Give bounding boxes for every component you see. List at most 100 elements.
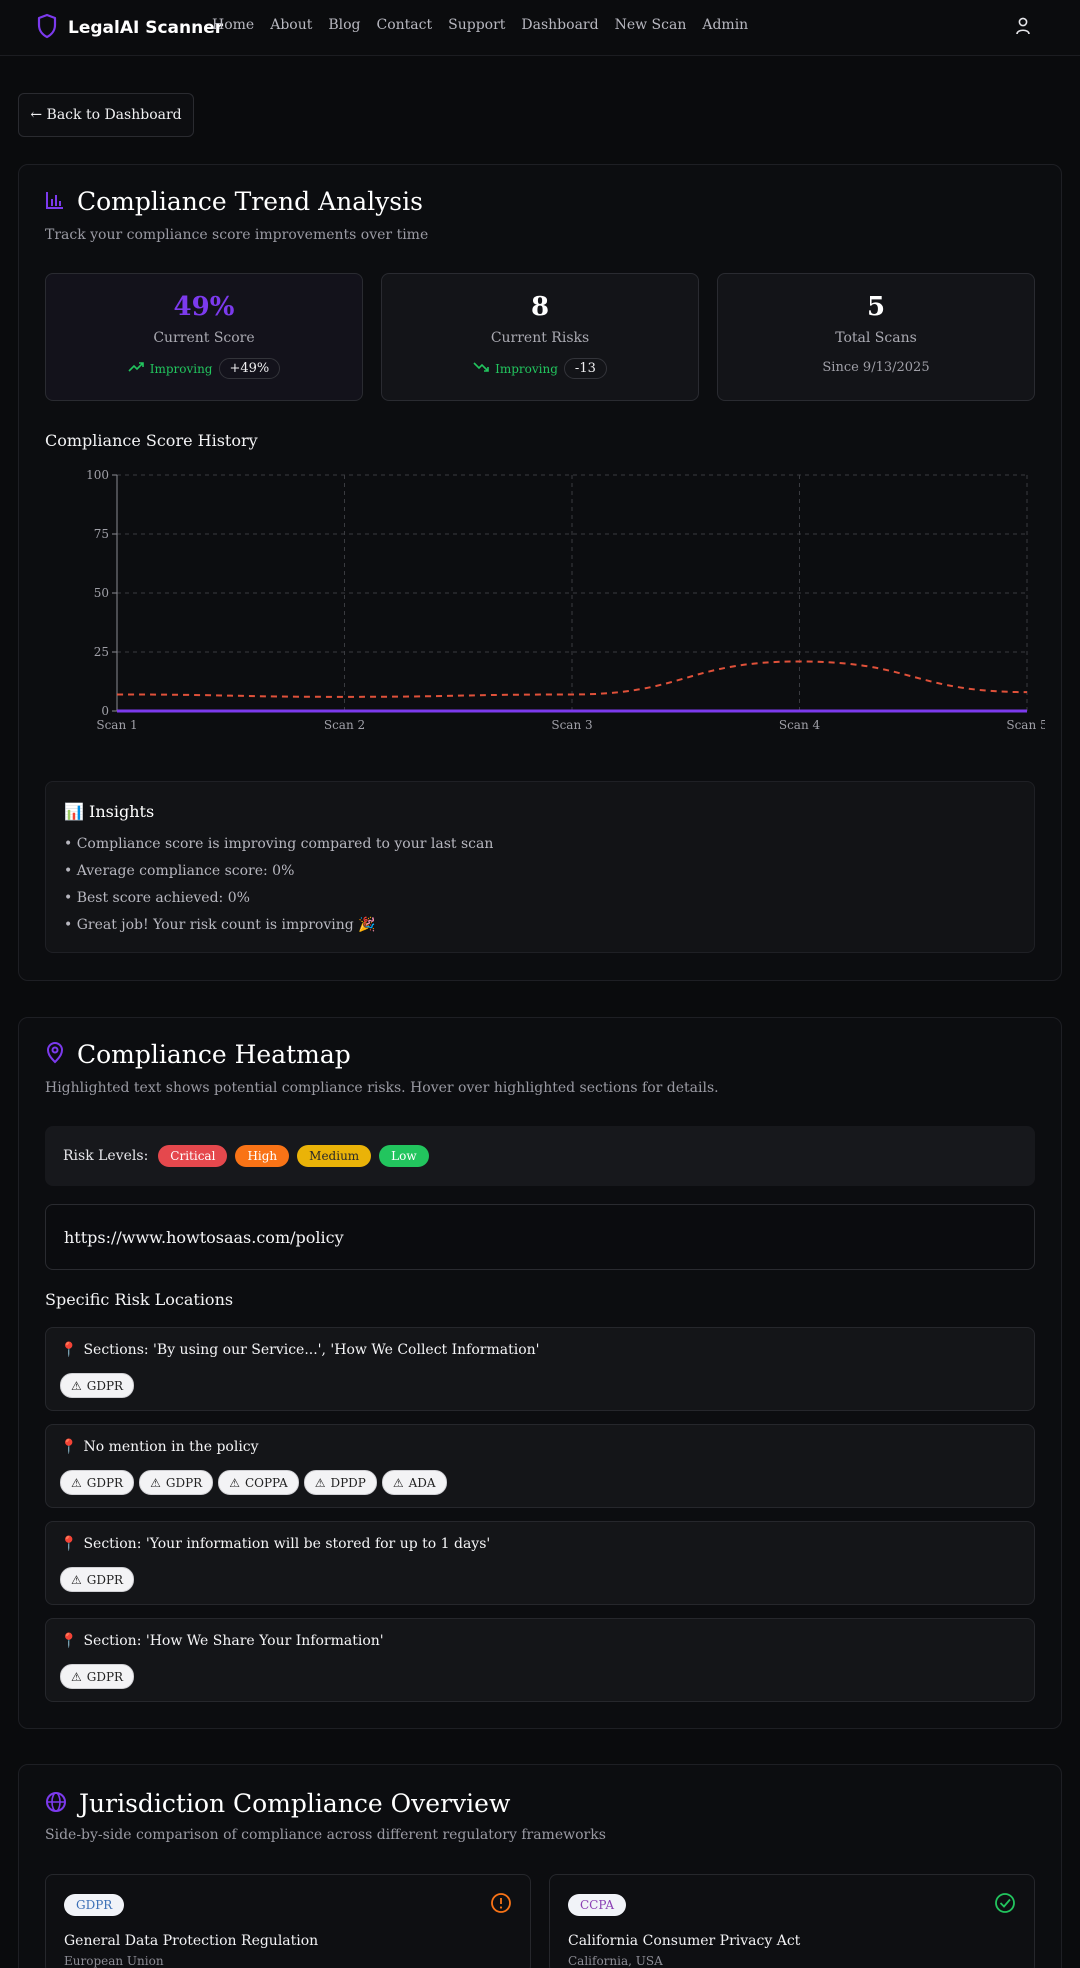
insight-item: • Compliance score is improving compared… — [64, 836, 494, 852]
regulation-tag[interactable]: ⚠ GDPR — [60, 1470, 135, 1495]
score-delta-badge: +49% — [218, 358, 281, 379]
risks-delta-badge: -13 — [563, 358, 607, 379]
nav-link-new-scan[interactable]: New Scan — [614, 17, 687, 33]
jurisdiction-badge: GDPR — [64, 1894, 125, 1916]
current-score-label: Current Score — [153, 330, 255, 346]
warning-icon: ⚠ — [71, 1378, 82, 1393]
risk-location-text: Section: 'Your information will be store… — [83, 1536, 491, 1552]
trend-subtitle: Track your compliance score improvements… — [45, 227, 429, 243]
jurisdiction-subtitle: Side-by-side comparison of compliance ac… — [45, 1827, 606, 1843]
nav-link-home[interactable]: Home — [212, 17, 255, 33]
current-risks-label: Current Risks — [490, 330, 590, 346]
regulation-tag[interactable]: ⚠ DPDP — [303, 1470, 377, 1495]
warning-icon: ⚠ — [314, 1475, 326, 1490]
nav-link-support[interactable]: Support — [448, 17, 506, 33]
alert-circle-icon — [490, 1892, 512, 1918]
shield-icon — [36, 13, 58, 43]
y-tick-label: 50 — [94, 586, 109, 600]
current-risks-value: 8 — [530, 292, 550, 322]
risk-location-text: Section: 'How We Share Your Information' — [83, 1633, 384, 1649]
warning-icon: ⚠ — [229, 1475, 240, 1490]
brand-name: LegalAI Scanner — [68, 18, 224, 38]
compliance-score-chart: 0 25 50 75 100 Scan 1 Scan 2 Scan 3 Scan 4 Scan 5 — [86, 468, 1045, 732]
regulation-tag-label: GDPR — [165, 1475, 203, 1490]
jurisdiction-overview-card: Jurisdiction Compliance Overview Side-by… — [18, 1764, 1062, 1968]
jurisdiction-title: Jurisdiction Compliance Overview — [45, 1789, 510, 1818]
regulation-tag-label: ADA — [408, 1475, 436, 1490]
heatmap-subtitle: Highlighted text shows potential complia… — [45, 1080, 719, 1096]
brand[interactable]: LegalAI Scanner — [36, 13, 223, 43]
user-icon[interactable] — [1014, 16, 1032, 40]
risk-location: 📍 Section: 'Your information will be stor… — [60, 1536, 490, 1552]
risk-levels-legend: Risk Levels: Critical High Medium Low — [45, 1126, 1035, 1186]
trending-up-icon — [128, 361, 144, 376]
x-tick-label: Scan 3 — [551, 718, 592, 732]
trend-title: Compliance Trend Analysis — [45, 187, 423, 216]
risk-location-text: No mention in the policy — [83, 1439, 259, 1455]
nav-link-about[interactable]: About — [270, 17, 313, 33]
x-tick-label: Scan 2 — [324, 718, 365, 732]
jurisdiction-card-gdpr[interactable]: GDPR General Data Protection Regulation … — [45, 1874, 531, 1968]
regulation-tag[interactable]: ⚠ GDPR — [139, 1470, 214, 1495]
x-tick-label: Scan 4 — [779, 718, 821, 732]
y-tick-label: 0 — [101, 704, 109, 718]
regulation-tag-label: GDPR — [86, 1572, 124, 1587]
bar-chart-icon — [45, 190, 65, 214]
risk-locations-label: Specific Risk Locations — [45, 1290, 234, 1309]
heatmap-heading: Compliance Heatmap — [77, 1040, 351, 1069]
risk-location-item: 📍 No mention in the policy ⚠ GDPR ⚠ GDPR ⚠ C… — [45, 1424, 1035, 1508]
insight-item: • Best score achieved: 0% — [64, 890, 250, 906]
nav-link-contact[interactable]: Contact — [376, 17, 433, 33]
regulation-tag[interactable]: ⚠ GDPR — [60, 1664, 135, 1689]
risk-location-item: 📍 Section: 'Your information will be stor… — [45, 1521, 1035, 1605]
regulation-tag-label: COPPA — [244, 1475, 288, 1490]
regulation-tag-label: GDPR — [86, 1669, 124, 1684]
current-risks-stat: 8 Current Risks Improving -13 — [381, 273, 699, 401]
jurisdiction-name: California Consumer Privacy Act — [568, 1933, 801, 1949]
x-tick-label: Scan 5 — [1006, 718, 1045, 732]
risk-levels-label: Risk Levels: — [63, 1148, 149, 1164]
risk-location: 📍 No mention in the policy — [60, 1439, 259, 1455]
risk-count-line — [116, 660, 1028, 698]
regulation-tag[interactable]: ⚠ COPPA — [218, 1470, 299, 1495]
risk-level-medium: Medium — [297, 1145, 372, 1167]
risk-tags: ⚠ GDPR — [60, 1664, 135, 1689]
jurisdiction-card-ccpa[interactable]: CCPA California Consumer Privacy Act Cal… — [549, 1874, 1035, 1968]
insights-list: • Compliance score is improving compared… — [64, 836, 493, 944]
risk-location: 📍 Section: 'How We Share Your Information… — [60, 1633, 384, 1649]
warning-icon: ⚠ — [71, 1475, 82, 1490]
insights-title: 📊 Insights — [64, 802, 155, 821]
regulation-tag-label: DPDP — [330, 1475, 366, 1490]
risk-level-high: High — [235, 1145, 290, 1167]
back-to-dashboard-button[interactable]: ← Back to Dashboard — [18, 93, 194, 137]
y-tick-label: 75 — [94, 527, 109, 541]
risk-level-critical: Critical — [158, 1145, 228, 1167]
risk-level-low: Low — [379, 1145, 429, 1167]
regulation-tag[interactable]: ⚠ GDPR — [60, 1373, 135, 1398]
warning-icon: ⚠ — [150, 1475, 161, 1490]
insight-item: • Average compliance score: 0% — [64, 863, 295, 879]
nav-link-blog[interactable]: Blog — [328, 17, 361, 33]
nav-link-dashboard[interactable]: Dashboard — [521, 17, 599, 33]
nav-link-admin[interactable]: Admin — [702, 17, 749, 33]
regulation-tag[interactable]: ⚠ ADA — [381, 1470, 447, 1495]
trend-heading: Compliance Trend Analysis — [77, 187, 423, 216]
current-score-stat: 49% Current Score Improving +49% — [45, 273, 363, 401]
map-pin-icon — [45, 1041, 65, 1068]
jurisdiction-badge: CCPA — [568, 1894, 627, 1916]
score-trend-text: Improving — [149, 361, 213, 376]
risk-location-item: 📍 Section: 'How We Share Your Information… — [45, 1618, 1035, 1702]
risks-trend: Improving -13 — [382, 358, 698, 379]
trending-down-icon — [473, 361, 489, 376]
compliance-trend-card: Compliance Trend Analysis Track your com… — [18, 164, 1062, 981]
regulation-tag-label: GDPR — [86, 1378, 124, 1393]
total-scans-value: 5 — [866, 292, 886, 322]
risk-location-text: Sections: 'By using our Service...', 'Ho… — [83, 1342, 540, 1358]
score-trend: Improving +49% — [46, 358, 362, 379]
y-tick-label: 100 — [86, 468, 109, 482]
regulation-tag[interactable]: ⚠ GDPR — [60, 1567, 135, 1592]
total-scans-stat: 5 Total Scans Since 9/13/2025 — [717, 273, 1035, 401]
pushpin-icon: 📍 — [60, 1633, 78, 1649]
risk-tags: ⚠ GDPR ⚠ GDPR ⚠ COPPA ⚠ DPDP ⚠ ADA — [60, 1470, 447, 1495]
score-history-label: Compliance Score History — [45, 431, 258, 450]
